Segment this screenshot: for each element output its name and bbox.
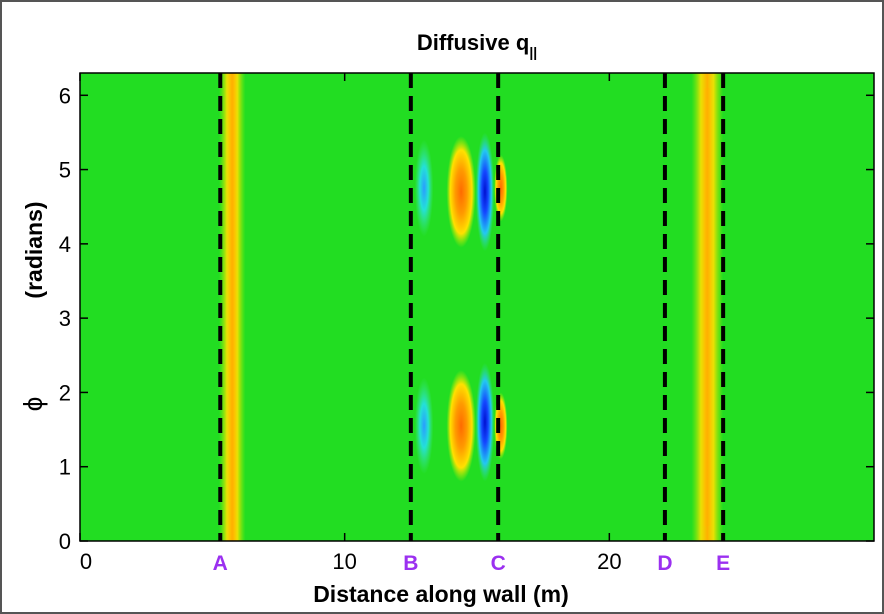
x-tick-label-20: 20 bbox=[597, 549, 621, 574]
y-axis-title: ϕ (radians) bbox=[18, 201, 48, 411]
y-tick-label-0: 0 bbox=[59, 529, 71, 554]
heat-band-1 bbox=[218, 73, 246, 541]
heat-blob-9 bbox=[446, 370, 476, 482]
y-tick-label-5: 5 bbox=[59, 158, 71, 183]
heat-band-3 bbox=[691, 73, 724, 541]
chart-title: Diffusive q|| bbox=[417, 30, 537, 60]
heat-blob-10 bbox=[475, 362, 495, 482]
chart-title-main: Diffusive q bbox=[417, 30, 529, 55]
heat-blob-8 bbox=[414, 377, 434, 475]
marker-label-b: B bbox=[403, 552, 418, 575]
marker-label-d: D bbox=[657, 552, 672, 575]
heat-blob-6 bbox=[475, 132, 495, 252]
chart-title-subscript: || bbox=[529, 44, 537, 60]
plot-background bbox=[80, 73, 874, 541]
x-tick-label-10: 10 bbox=[332, 549, 356, 574]
marker-label-a: A bbox=[213, 552, 228, 575]
heat-blob-5 bbox=[446, 136, 476, 248]
plot-area bbox=[80, 73, 874, 541]
x-axis-title: Distance along wall (m) bbox=[313, 581, 569, 607]
plot-frame bbox=[79, 72, 875, 542]
y-tick-label-4: 4 bbox=[59, 232, 71, 257]
marker-lines bbox=[218, 73, 726, 541]
x-tick-label-0: 0 bbox=[80, 549, 92, 574]
y-axis-symbol: ϕ bbox=[18, 397, 48, 412]
marker-labels: A B C D E bbox=[213, 552, 730, 575]
y-tick-label-6: 6 bbox=[59, 83, 71, 108]
y-axis-units: (radians) bbox=[21, 201, 47, 298]
y-tick-label-1: 1 bbox=[59, 455, 71, 480]
marker-label-e: E bbox=[716, 552, 730, 575]
heat-blob-4 bbox=[414, 139, 434, 237]
axis-ticks: 0 10 20 0 1 2 3 4 5 6 bbox=[59, 73, 874, 574]
y-tick-label-2: 2 bbox=[59, 380, 71, 405]
marker-label-c: C bbox=[491, 552, 506, 575]
heatmap-features bbox=[218, 73, 724, 541]
y-tick-label-3: 3 bbox=[59, 306, 71, 331]
